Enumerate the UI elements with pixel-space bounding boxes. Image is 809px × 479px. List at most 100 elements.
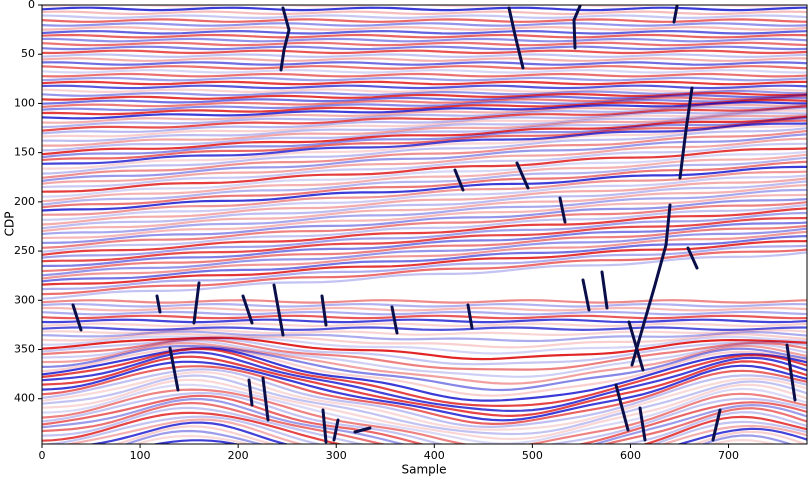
- x-tick-label: 100: [130, 449, 151, 462]
- seismic-reflector: [42, 415, 807, 444]
- seismic-reflector: [42, 234, 807, 283]
- seismic-reflector: [42, 33, 807, 39]
- x-tick-label: 200: [228, 449, 249, 462]
- y-tick-label: 150: [14, 146, 35, 159]
- fault: [630, 203, 672, 367]
- seismic-reflector: [42, 57, 807, 62]
- x-tick-label: 600: [620, 449, 641, 462]
- y-tick-label: 0: [28, 0, 35, 11]
- seismic-reflector: [42, 365, 807, 426]
- seismic-reflector: [123, 429, 794, 444]
- seismic-reflector: [42, 5, 807, 8]
- seismic-reflector: [42, 355, 807, 418]
- seismic-reflector: [42, 105, 807, 132]
- seismic-reflector: [42, 368, 807, 429]
- seismic-reflector: [42, 170, 807, 216]
- seismic-reflector: [63, 418, 807, 444]
- fault: [678, 86, 694, 180]
- seismic-reflector: [42, 26, 807, 31]
- seismic-reflector: [42, 127, 807, 175]
- fault: [686, 246, 699, 270]
- seismic-reflector: [42, 10, 807, 16]
- seismic-reflector: [42, 18, 807, 23]
- seismic-reflector: [42, 92, 807, 101]
- seismic-reflector: [42, 360, 807, 422]
- seismic-reflector: [42, 53, 807, 59]
- seismic-reflector: [42, 201, 807, 249]
- x-tick-label: 700: [718, 449, 739, 462]
- seismic-reflector: [42, 6, 807, 12]
- seismic-reflector: [42, 240, 807, 286]
- seismic-reflector: [42, 203, 807, 253]
- seismic-reflector: [42, 160, 807, 209]
- seismic-reflector: [42, 93, 807, 105]
- y-tick-label: 350: [14, 343, 35, 356]
- fault: [353, 426, 372, 434]
- seismic-reflector: [42, 342, 807, 385]
- seismic-image: [42, 5, 807, 444]
- seismic-reflector: [42, 401, 807, 444]
- seismic-reflector: [42, 339, 807, 378]
- seismic-reflector: [42, 119, 807, 162]
- seismic-reflector: [42, 153, 807, 203]
- seismic-reflector: [42, 207, 807, 256]
- seismic-reflector: [42, 68, 807, 74]
- x-tick-label: 500: [522, 449, 543, 462]
- seismic-reflector: [42, 310, 807, 316]
- fault: [247, 378, 254, 407]
- seismic-reflector: [42, 177, 807, 226]
- fault: [192, 281, 201, 325]
- seismic-reflector: [42, 96, 807, 112]
- y-tick-label: 50: [21, 47, 35, 60]
- seismic-reflector: [42, 37, 807, 43]
- seismic-reflector: [42, 244, 807, 291]
- fault: [279, 6, 291, 72]
- seismic-reflector: [42, 45, 807, 51]
- seismic-reflector: [42, 180, 807, 230]
- seismic-reflector: [42, 165, 807, 212]
- fault: [558, 196, 567, 224]
- seismic-reflector: [42, 84, 807, 90]
- seismic-reflector: [42, 156, 807, 206]
- seismic-reflector: [150, 439, 745, 444]
- seismic-reflector: [42, 383, 807, 444]
- seismic-reflector: [42, 174, 807, 221]
- fault: [785, 343, 797, 402]
- seismic-reflector: [42, 197, 807, 244]
- fault: [320, 294, 328, 327]
- seismic-reflector: [42, 326, 807, 332]
- seismic-reflector: [42, 406, 807, 444]
- x-tick-label: 0: [39, 449, 46, 462]
- fault: [241, 294, 254, 325]
- y-tick-label: 300: [14, 293, 35, 306]
- seismic-reflector: [42, 99, 807, 116]
- fault: [638, 406, 647, 442]
- seismic-reflector: [42, 322, 807, 328]
- fault: [515, 161, 530, 190]
- seismic-reflector: [42, 370, 807, 431]
- fault: [466, 303, 474, 330]
- fault: [321, 408, 328, 444]
- fault: [155, 294, 162, 314]
- fault: [272, 283, 285, 337]
- fault: [453, 168, 465, 192]
- seismic-reflector: [42, 299, 807, 304]
- seismic-reflector: [42, 221, 807, 268]
- x-tick-label: 300: [326, 449, 347, 462]
- seismic-reflector: [42, 14, 807, 20]
- seismic-reflector: [42, 251, 807, 300]
- fault: [614, 383, 630, 432]
- seismic-reflector: [42, 330, 807, 343]
- seismic-reflector: [42, 193, 807, 240]
- seismic-reflector: [42, 103, 807, 124]
- seismic-reflector: [42, 335, 807, 355]
- seismic-reflector: [42, 65, 807, 70]
- seismic-reflector: [42, 391, 807, 444]
- seismic-reflector: [42, 183, 807, 233]
- seismic-reflector: [42, 188, 807, 236]
- y-tick-label: 200: [14, 195, 35, 208]
- seismic-reflector: [42, 302, 807, 308]
- seismic-reflector: [42, 328, 807, 336]
- seismic-reflector: [42, 107, 807, 135]
